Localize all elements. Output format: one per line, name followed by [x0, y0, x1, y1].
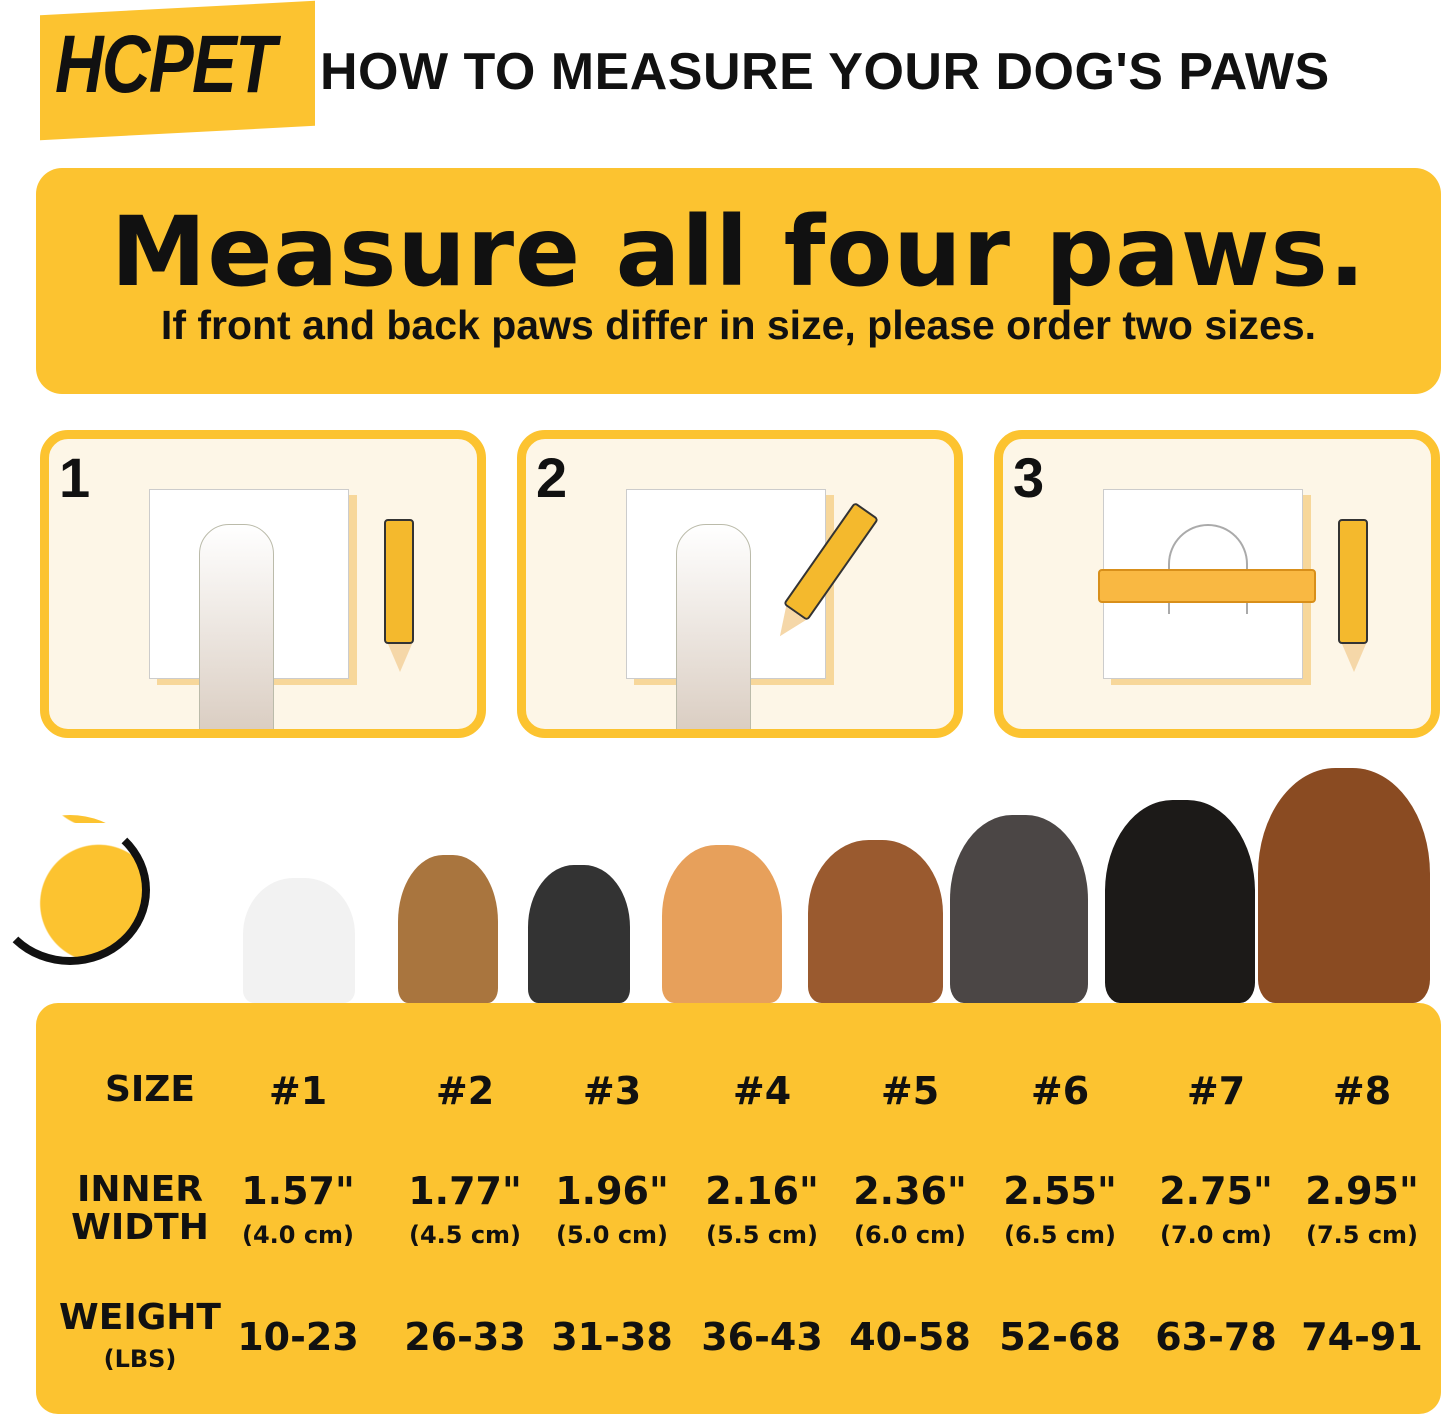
step-2-panel: 2 [517, 430, 963, 738]
banner-subtext: If front and back paws differ in size, p… [160, 302, 1317, 348]
size-cell: #8 [1332, 1069, 1392, 1113]
dog-rottweiler-image [1105, 800, 1255, 1003]
banner-heading: Measure all four paws. [110, 196, 1367, 308]
weight-label: WEIGHT [59, 1297, 221, 1338]
size-cell: #3 [582, 1069, 642, 1113]
width-cm-cell: (7.0 cm) [1159, 1221, 1273, 1249]
width-inches-cell: 1.57" [241, 1169, 355, 1213]
dog-yorkie-image [398, 855, 498, 1003]
weight-cell: 10-23 [237, 1315, 359, 1359]
size-row-label: SIZE [104, 1069, 196, 1110]
brand-logo: HCPET [55, 19, 276, 110]
dog-shiba-image [662, 845, 782, 1003]
size-cell: #5 [880, 1069, 940, 1113]
weight-cell: 31-38 [551, 1315, 673, 1359]
size-cell: #6 [1030, 1069, 1090, 1113]
weight-unit-label: (LBS) [103, 1345, 177, 1373]
paw-illustration [676, 524, 751, 729]
step-number: 2 [536, 446, 568, 509]
weight-cell: 63-78 [1155, 1315, 1277, 1359]
inner-width-label-line2: WIDTH [71, 1207, 209, 1248]
width-cm-cell: (6.0 cm) [853, 1221, 967, 1249]
dog-australian-shepherd-image [808, 840, 943, 1003]
weight-cell: 40-58 [849, 1315, 971, 1359]
dog-husky-image [950, 815, 1088, 1003]
width-inches-cell: 2.75" [1159, 1169, 1273, 1213]
size-cell: #4 [732, 1069, 792, 1113]
page-title: HOW TO MEASURE YOUR DOG'S PAWS [320, 43, 1330, 101]
width-cm-cell: (5.5 cm) [705, 1221, 819, 1249]
width-inches-cell: 2.95" [1305, 1169, 1419, 1213]
pencil-icon [1338, 519, 1368, 672]
width-inches-cell: 2.55" [1003, 1169, 1117, 1213]
dog-saint-bernard-image [1258, 768, 1430, 1003]
dog-schnauzer-image [528, 865, 630, 1003]
weight-cell: 52-68 [999, 1315, 1121, 1359]
instruction-banner: Measure all four paws. If front and back… [36, 168, 1441, 394]
size-cell: #7 [1186, 1069, 1246, 1113]
size-cell: #2 [435, 1069, 495, 1113]
width-inches-cell: 2.36" [853, 1169, 967, 1213]
ruler-icon [1098, 569, 1316, 603]
inner-width-label-line1: INNER [77, 1169, 203, 1210]
paw-illustration [199, 524, 274, 729]
width-inches-cell: 2.16" [705, 1169, 819, 1213]
width-cm-cell: (4.5 cm) [408, 1221, 522, 1249]
step-3-panel: 3 [994, 430, 1440, 738]
pencil-icon [384, 519, 414, 672]
width-cm-cell: (6.5 cm) [1003, 1221, 1117, 1249]
width-inches-cell: 1.77" [408, 1169, 522, 1213]
weight-cell: 74-91 [1301, 1315, 1423, 1359]
size-cell: #1 [268, 1069, 328, 1113]
dog-bichon-image [243, 878, 355, 1003]
width-cm-cell: (7.5 cm) [1305, 1221, 1419, 1249]
step-1-panel: 1 [40, 430, 486, 738]
weight-cell: 36-43 [701, 1315, 823, 1359]
weight-cell: 26-33 [404, 1315, 526, 1359]
width-cm-cell: (5.0 cm) [555, 1221, 669, 1249]
width-cm-cell: (4.0 cm) [241, 1221, 355, 1249]
decorative-swoosh [0, 815, 150, 965]
step-number: 1 [59, 446, 91, 509]
size-chart-table: SIZE INNER WIDTH WEIGHT (LBS) #1 1.57" (4.… [36, 1003, 1441, 1414]
width-inches-cell: 1.96" [555, 1169, 669, 1213]
step-number: 3 [1013, 446, 1045, 509]
